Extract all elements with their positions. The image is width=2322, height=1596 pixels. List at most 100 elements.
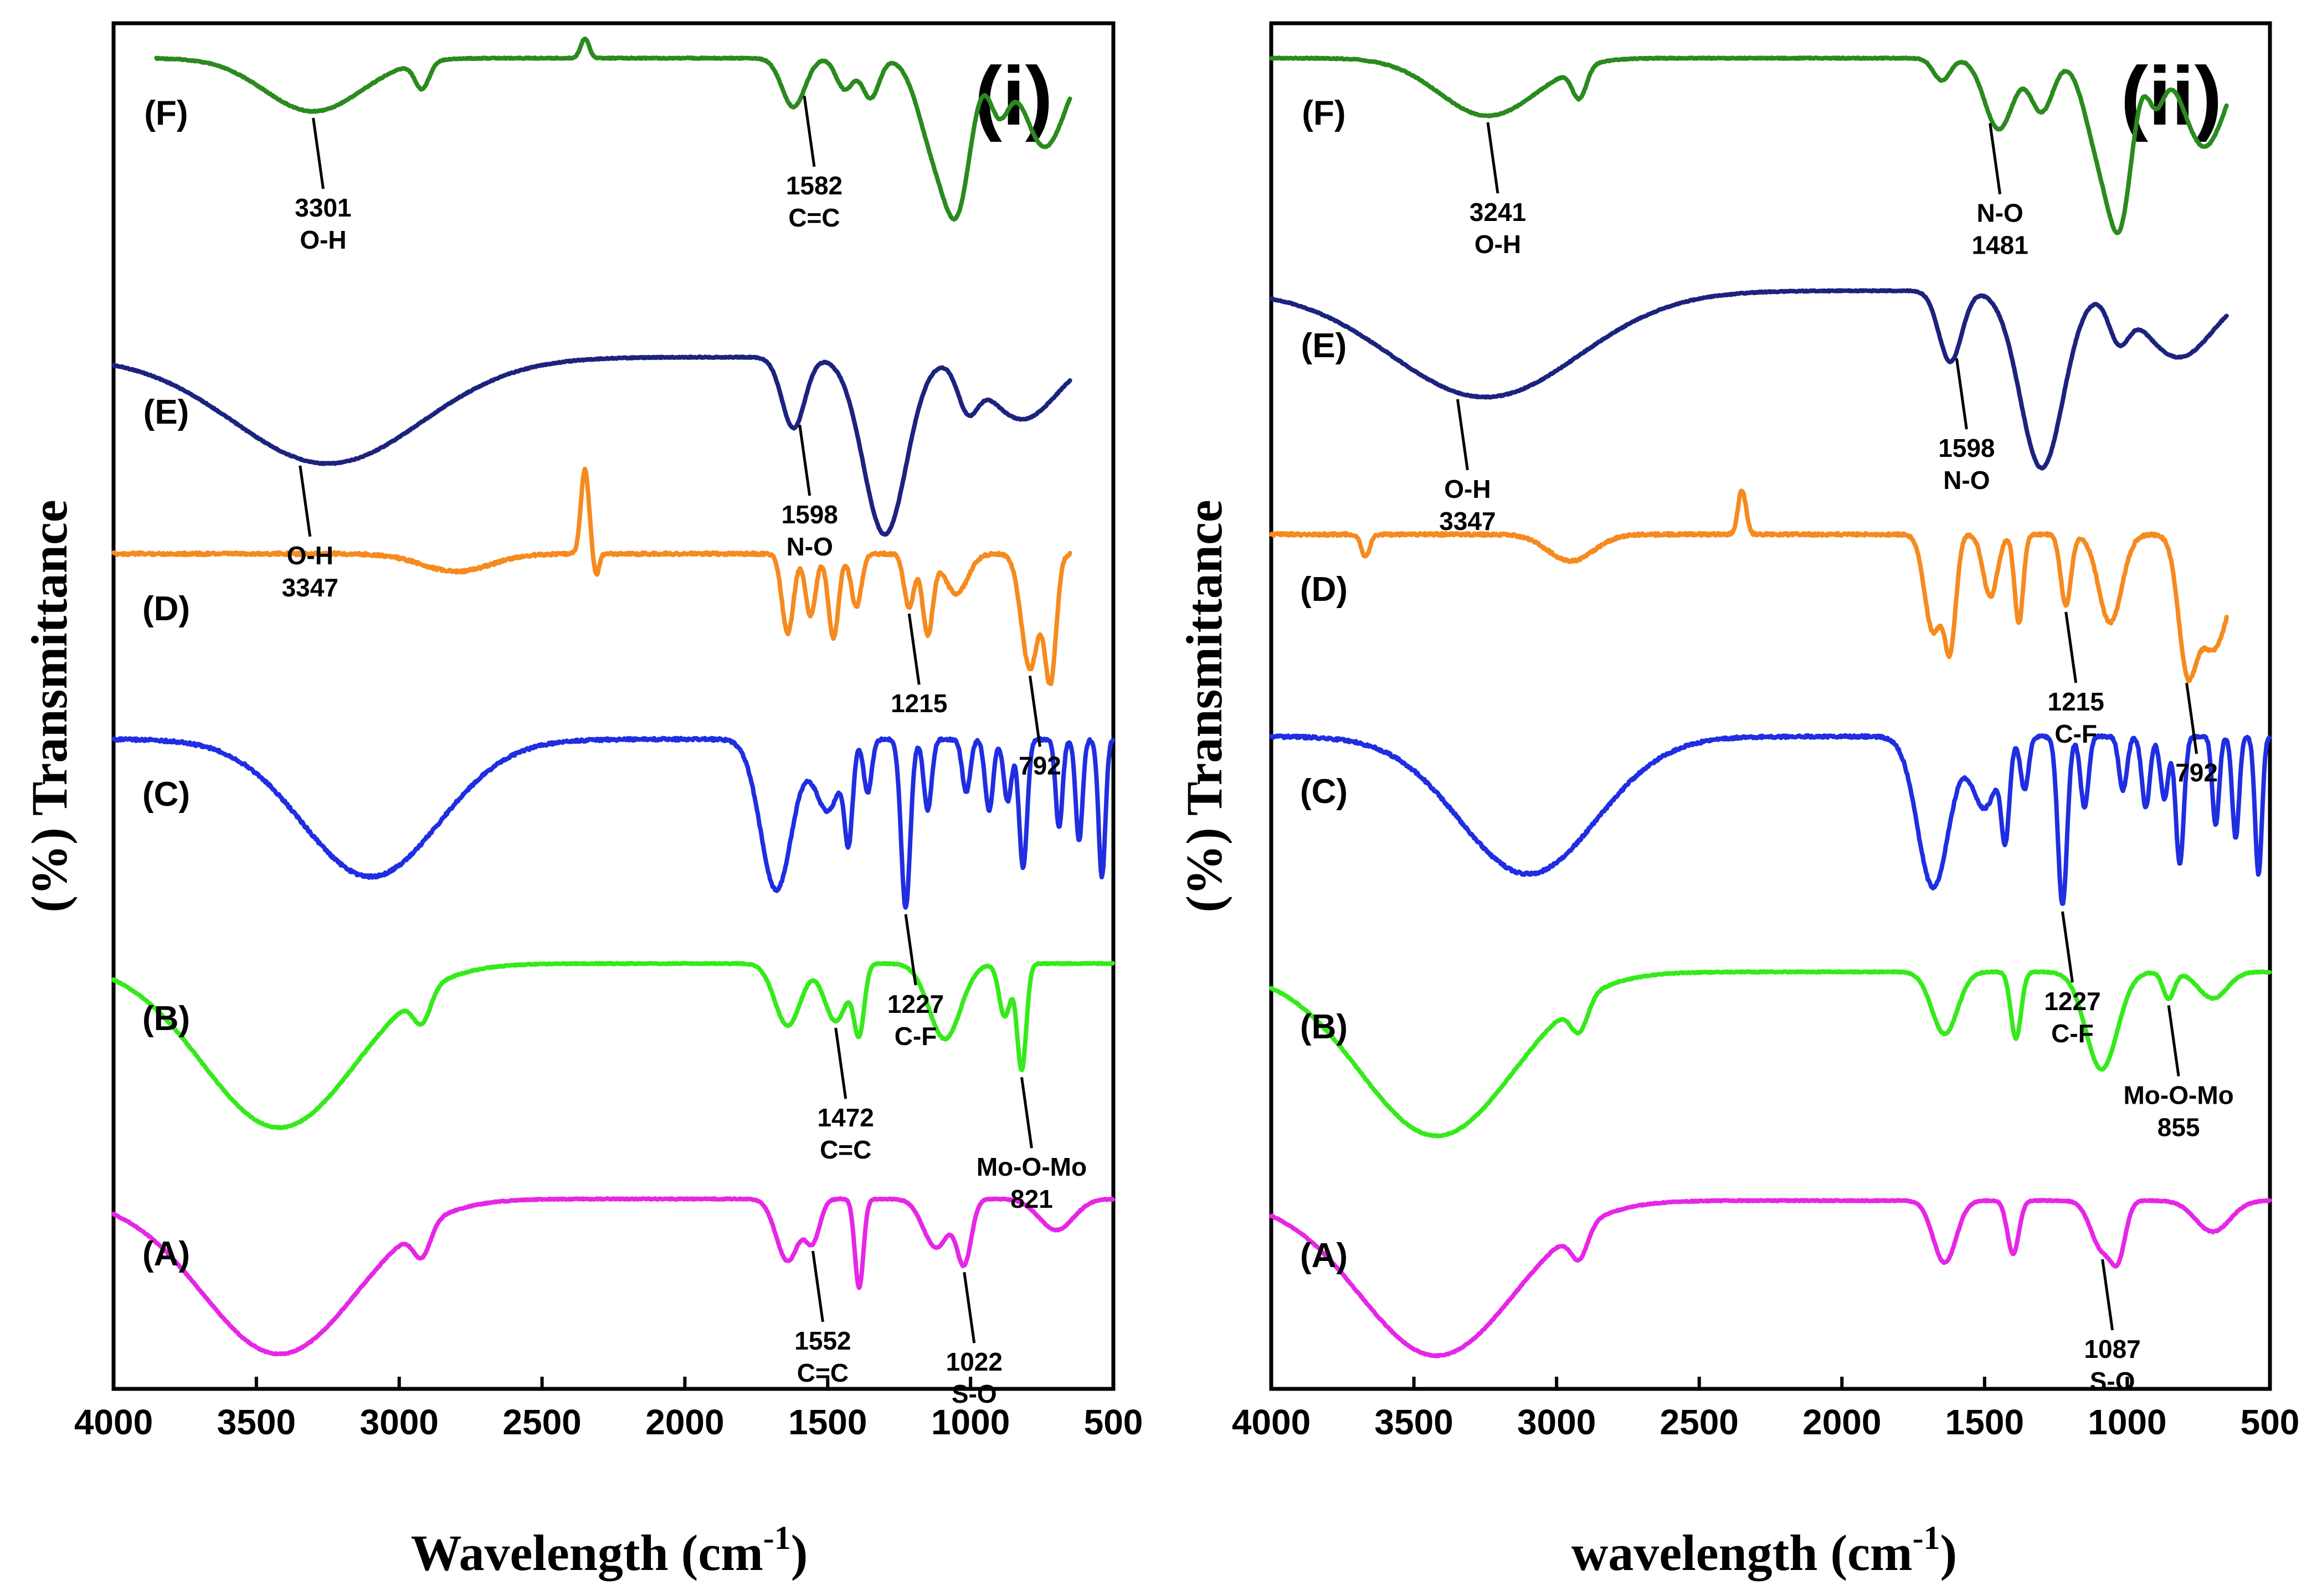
annotation-leader — [834, 1027, 847, 1099]
x-tick-label: 2500 — [502, 1402, 581, 1442]
annotation-leader — [907, 613, 921, 685]
annotation-leader — [2101, 1259, 2114, 1331]
x-tick-label: 1000 — [2088, 1402, 2166, 1442]
peak-annotation: 1552 — [794, 1326, 851, 1355]
series-label-F: (F) — [144, 94, 188, 132]
series-label-E: (E) — [143, 393, 189, 431]
peak-annotation: S-O — [952, 1379, 997, 1408]
annotation-leader — [963, 1271, 976, 1343]
series-label-D: (D) — [1300, 570, 1348, 609]
peak-annotation: 1472 — [818, 1103, 874, 1132]
peak-annotation: N-O — [787, 532, 833, 561]
annotation-leader — [803, 95, 816, 167]
annotation-leader — [1456, 399, 1469, 471]
annotation-leader — [1020, 1077, 1033, 1149]
annotation-leader — [2167, 1005, 2180, 1077]
peak-annotation: 3347 — [282, 573, 338, 602]
peak-annotation: 1215 — [891, 689, 947, 718]
annotation-leader — [1989, 123, 2002, 194]
peak-annotation: 1582 — [786, 171, 843, 200]
y-axis-label: (%) Transmittance — [21, 500, 78, 912]
peak-annotation: C-F — [2054, 719, 2097, 748]
peak-annotation: Mo-O-Mo — [977, 1152, 1087, 1181]
peak-annotation: Mo-O-Mo — [2123, 1080, 2233, 1109]
peak-annotation: 1598 — [782, 500, 838, 529]
series-line-F — [1269, 55, 2229, 235]
series-line-F — [154, 37, 1072, 222]
x-tick-label: 4000 — [74, 1402, 153, 1442]
series-label-B: (B) — [142, 1000, 190, 1038]
annotation-leader — [798, 424, 811, 496]
series-label-E: (E) — [1301, 327, 1347, 365]
peak-annotation: 1227 — [887, 990, 944, 1018]
plot-frame — [111, 21, 1116, 1391]
x-tick-label: 1000 — [931, 1402, 1010, 1442]
peak-annotation: 3347 — [1439, 507, 1496, 536]
series-label-C: (C) — [1300, 773, 1348, 811]
peak-annotation: 1481 — [1971, 231, 2028, 260]
series-line-A — [111, 1196, 1115, 1357]
x-tick-label: 2500 — [1660, 1402, 1739, 1442]
series-line-B — [1269, 969, 2272, 1139]
peak-annotation: N-O — [1976, 199, 2023, 228]
x-tick-label: 2000 — [645, 1402, 724, 1442]
peak-annotation: 855 — [2157, 1113, 2200, 1141]
series-line-B — [111, 961, 1115, 1130]
series-label-A: (A) — [142, 1235, 190, 1273]
peak-annotation: O-H — [300, 225, 346, 254]
peak-annotation: 1598 — [1938, 434, 1995, 462]
x-tick-label: 3000 — [1517, 1402, 1596, 1442]
series-line-D — [111, 466, 1072, 686]
peak-annotation: S-O — [2090, 1367, 2135, 1396]
annotation-leader — [1955, 358, 1968, 430]
series-label-F: (F) — [1302, 94, 1345, 132]
x-tick-label: 3500 — [217, 1402, 296, 1442]
x-tick-label: 500 — [2241, 1402, 2300, 1442]
peak-annotation: 1022 — [946, 1347, 1003, 1376]
x-tick-label: 4000 — [1232, 1402, 1311, 1442]
peak-annotation: 1227 — [2044, 987, 2100, 1016]
peak-annotation: 3301 — [295, 193, 351, 222]
peak-annotation: C=C — [797, 1358, 849, 1387]
series-line-C — [1269, 733, 2272, 906]
annotation-leader — [2064, 611, 2078, 683]
x-axis-label: Wavelength (cm-1) — [411, 1520, 808, 1581]
y-axis-label: (%) Transmittance — [1176, 500, 1232, 912]
annotation-leader — [904, 914, 917, 986]
peak-annotation: 792 — [2175, 758, 2218, 787]
x-tick-label: 500 — [1084, 1402, 1143, 1442]
peak-annotation: C=C — [820, 1135, 871, 1164]
series-line-C — [111, 735, 1115, 910]
peak-annotation: N-O — [1943, 466, 1990, 495]
series-line-D — [1269, 488, 2229, 683]
series-label-B: (B) — [1300, 1008, 1348, 1046]
panel-i: 4000 3500 3000 2500 2000 1500 1000 500 Wavelengt… — [21, 21, 1143, 1581]
peak-annotation: 3241 — [1470, 198, 1526, 226]
annotation-leader — [811, 1250, 824, 1322]
annotation-leader — [1028, 675, 1041, 747]
annotation-leader — [2061, 911, 2074, 983]
annotation-leader — [2185, 682, 2198, 754]
annotation-leader — [299, 465, 312, 537]
x-tick-label: 1500 — [788, 1402, 867, 1442]
peak-annotation: C-F — [895, 1022, 937, 1051]
peak-annotation: O-H — [1444, 475, 1491, 503]
peak-annotation: 1215 — [2048, 687, 2104, 716]
peak-annotation: 821 — [1010, 1185, 1053, 1213]
panel-ii: 4000 3500 3000 2500 2000 1500 1000 500 wavelengt… — [1176, 21, 2300, 1581]
x-axis-label: wavelength (cm-1) — [1571, 1520, 1957, 1581]
x-tick-label: 3500 — [1374, 1402, 1453, 1442]
series-label-D: (D) — [142, 590, 190, 628]
peak-annotation: O-H — [1475, 230, 1521, 259]
x-tick-label: 2000 — [1802, 1402, 1881, 1442]
peak-annotation: C=C — [788, 203, 840, 232]
series-line-E — [111, 354, 1072, 537]
x-tick-label: 1500 — [1945, 1402, 2024, 1442]
peak-annotation: O-H — [287, 541, 333, 570]
series-line-A — [1269, 1198, 2272, 1358]
series-label-C: (C) — [142, 775, 190, 814]
peak-annotation: 1087 — [2084, 1335, 2140, 1363]
plot-frame — [1269, 21, 2272, 1391]
